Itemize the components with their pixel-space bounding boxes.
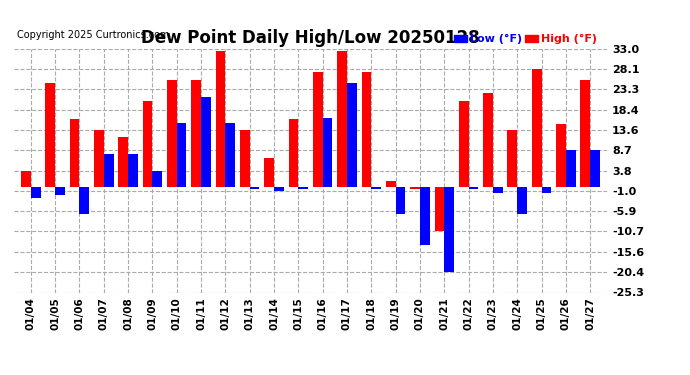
Bar xyxy=(347,83,357,187)
Bar xyxy=(288,119,298,187)
Bar xyxy=(532,69,542,187)
Bar xyxy=(128,154,138,187)
Bar xyxy=(177,123,186,187)
Bar xyxy=(167,80,177,187)
Title: Dew Point Daily High/Low 20250128: Dew Point Daily High/Low 20250128 xyxy=(141,29,480,47)
Bar xyxy=(411,187,420,189)
Bar xyxy=(216,51,226,187)
Bar xyxy=(250,187,259,189)
Bar xyxy=(70,119,79,187)
Bar xyxy=(371,187,381,189)
Bar xyxy=(469,187,478,189)
Bar xyxy=(459,101,469,187)
Bar xyxy=(435,187,444,231)
Bar xyxy=(191,80,201,187)
Bar xyxy=(386,181,395,187)
Bar xyxy=(55,187,65,195)
Bar xyxy=(395,187,405,214)
Bar xyxy=(226,123,235,187)
Bar xyxy=(566,150,575,187)
Bar xyxy=(298,187,308,189)
Bar xyxy=(240,130,250,187)
Bar xyxy=(323,118,333,187)
Text: Copyright 2025 Curtronics.com: Copyright 2025 Curtronics.com xyxy=(17,30,169,40)
Bar xyxy=(580,80,590,187)
Bar xyxy=(104,154,114,187)
Bar xyxy=(21,171,31,187)
Bar xyxy=(313,72,323,187)
Bar xyxy=(337,51,347,187)
Bar xyxy=(264,158,274,187)
Bar xyxy=(493,187,502,193)
Bar xyxy=(152,171,162,187)
Bar xyxy=(420,187,430,245)
Bar xyxy=(518,187,527,214)
Bar xyxy=(31,187,41,198)
Bar xyxy=(542,187,551,193)
Bar xyxy=(556,124,566,187)
Bar xyxy=(483,93,493,187)
Bar xyxy=(590,150,600,187)
Bar xyxy=(444,187,454,272)
Bar xyxy=(94,130,104,187)
Legend: Low (°F), High (°F): Low (°F), High (°F) xyxy=(449,30,602,49)
Bar xyxy=(79,187,89,214)
Bar xyxy=(507,130,518,187)
Bar xyxy=(274,187,284,191)
Bar xyxy=(119,137,128,187)
Bar xyxy=(46,83,55,187)
Bar xyxy=(362,72,371,187)
Bar xyxy=(201,97,210,187)
Bar xyxy=(143,101,152,187)
